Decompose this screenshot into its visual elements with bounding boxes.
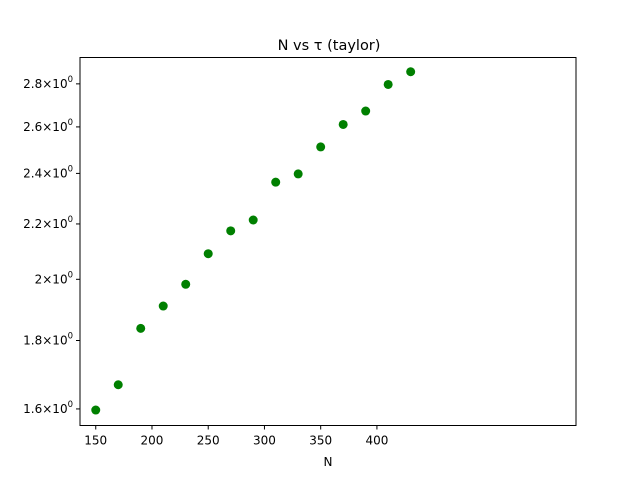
y-tick-mantissa: 1.6	[23, 402, 42, 416]
y-tick-label: 1.8×100	[23, 332, 73, 348]
y-tick-exponent: 0	[68, 164, 73, 174]
y-axis: 1.6×1001.8×1002×1002.2×1002.4×1002.6×100…	[23, 75, 80, 416]
y-tick-exponent: 0	[68, 75, 73, 85]
y-tick-mantissa: 2	[35, 272, 43, 286]
data-point	[383, 79, 393, 89]
data-point	[158, 301, 168, 311]
y-tick-mantissa: 2.4	[23, 166, 42, 180]
y-tick-exponent: 0	[68, 270, 73, 280]
chart-title: N vs τ (taylor)	[278, 38, 381, 54]
y-tick-exponent: 0	[68, 400, 73, 410]
x-tick-label: 150	[84, 434, 107, 448]
y-tick-label: 2×100	[35, 270, 73, 286]
y-tick-times-ten: ×10	[42, 166, 67, 180]
data-point	[226, 226, 236, 236]
data-point	[316, 142, 326, 152]
y-tick-exponent: 0	[68, 215, 73, 225]
y-tick-exponent: 0	[68, 332, 73, 342]
x-axis: 150 200 250 300 350 400	[84, 425, 388, 448]
x-tick-label: 250	[197, 434, 220, 448]
x-tick-label: 350	[309, 434, 332, 448]
y-tick-label: 2.8×100	[23, 75, 73, 91]
y-tick-times-ten: ×10	[42, 120, 67, 134]
y-tick-mantissa: 2.8	[23, 77, 42, 91]
y-tick-times-ten: ×10	[42, 217, 67, 231]
x-tick-label: 300	[253, 434, 276, 448]
data-point	[293, 169, 303, 179]
data-point	[338, 119, 348, 129]
x-tick-label: 200	[141, 434, 164, 448]
y-tick-label: 2.4×100	[23, 164, 73, 180]
y-tick-label: 2.6×100	[23, 118, 73, 134]
data-point	[113, 380, 123, 390]
x-axis-label: N	[324, 455, 333, 469]
y-tick-times-ten: ×10	[42, 334, 67, 348]
x-tick-label: 400	[365, 434, 388, 448]
data-point	[361, 106, 371, 116]
y-tick-mantissa: 1.8	[23, 334, 42, 348]
data-point	[248, 215, 258, 225]
y-tick-mantissa: 2.6	[23, 120, 42, 134]
y-tick-label: 2.2×100	[23, 215, 73, 231]
axes-frame	[79, 57, 577, 426]
y-tick-times-ten: ×10	[42, 272, 67, 286]
data-point	[181, 279, 191, 289]
plot-area	[91, 67, 416, 415]
y-tick-times-ten: ×10	[42, 77, 67, 91]
y-tick-mantissa: 2.2	[23, 217, 42, 231]
data-point	[406, 67, 416, 77]
data-point	[203, 249, 213, 259]
y-tick-exponent: 0	[68, 118, 73, 128]
y-tick-label: 1.6×100	[23, 400, 73, 416]
data-point	[271, 177, 281, 187]
data-point	[91, 405, 101, 415]
data-point	[136, 323, 146, 333]
y-tick-times-ten: ×10	[42, 402, 67, 416]
